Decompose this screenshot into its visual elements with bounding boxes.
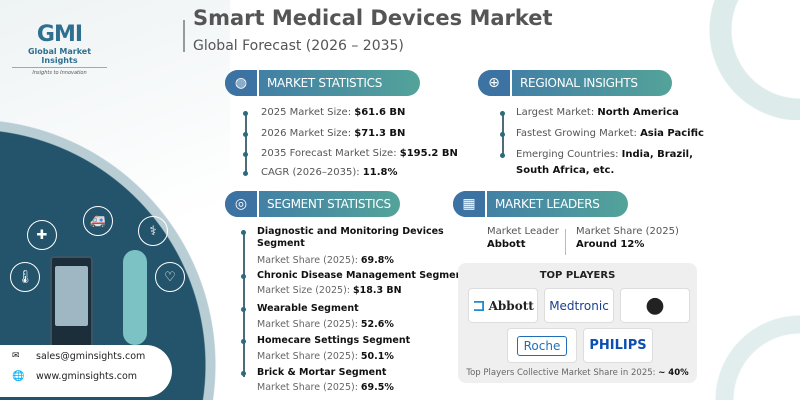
- top-players-box: TOP PLAYERS ⊐ Abbott Medtronic ● Roche PH…: [458, 263, 697, 383]
- stat-item: CAGR (2026–2035): 11.8%: [261, 167, 398, 178]
- contact-panel: ✉ sales@gminsights.com 🌐 www.gminsights.…: [0, 345, 172, 397]
- medtronic-logo: Medtronic: [544, 288, 614, 323]
- bullet-dot: [243, 132, 248, 137]
- target-chart-icon: ◎: [225, 191, 259, 217]
- logo-name: Global Market Insights: [12, 47, 107, 68]
- segment-name-cont: Segment: [257, 238, 305, 249]
- leader-divider: [565, 229, 566, 255]
- region-item: Emerging Countries: India, Brazil,: [516, 149, 693, 160]
- bullet-line: [243, 233, 245, 377]
- ambulance-icon: 🚑: [83, 206, 113, 236]
- title-divider: [183, 20, 185, 52]
- regional-insights-header: ⊕ REGIONAL INSIGHTS: [478, 70, 672, 96]
- roche-logo: Roche: [507, 328, 577, 363]
- leader-label: Market Leader: [487, 226, 559, 237]
- segment-name: Diagnostic and Monitoring Devices: [257, 226, 444, 237]
- bullet-dot: [500, 111, 505, 116]
- bullet-dot: [243, 111, 248, 116]
- globe-icon: 🌐: [12, 371, 25, 382]
- segment-value: Market Share (2025): 69.5%: [257, 382, 394, 393]
- decorative-ring: [690, 0, 800, 120]
- stat-item: 2025 Market Size: $61.6 BN: [261, 107, 406, 118]
- gmi-logo: GMI Global Market Insights Insights to I…: [12, 22, 107, 76]
- heart-rate-icon: ♡: [155, 262, 185, 292]
- segment-name: Wearable Segment: [257, 303, 359, 314]
- segment-name: Homecare Settings Segment: [257, 335, 411, 346]
- page-title: Smart Medical Devices Market: [193, 6, 553, 30]
- bullet-dot: [500, 153, 505, 158]
- share-label: Market Share (2025): [576, 226, 679, 237]
- bullet-dot: [500, 132, 505, 137]
- globe-icon: ⊕: [478, 70, 512, 96]
- bullet-dot: [241, 371, 246, 376]
- page-subtitle: Global Forecast (2026 – 2035): [193, 38, 404, 54]
- segment-value: Market Share (2025): 52.6%: [257, 319, 394, 330]
- thermometer-icon: 🌡: [10, 262, 40, 292]
- market-statistics-header: ◍ MARKET STATISTICS: [225, 70, 420, 96]
- segment-statistics-header: ◎ SEGMENT STATISTICS: [225, 191, 400, 217]
- globe-chart-icon: ◍: [225, 70, 259, 96]
- decorative-ring: [700, 310, 800, 400]
- section-title: MARKET LEADERS: [495, 197, 600, 211]
- segment-name: Brick & Mortar Segment: [257, 367, 387, 378]
- section-title: SEGMENT STATISTICS: [267, 197, 391, 211]
- segment-value: Market Size (2025): $18.3 BN: [257, 285, 402, 296]
- medical-kit-icon: ✚: [27, 220, 57, 250]
- leader-value: Abbott: [487, 239, 526, 250]
- bullet-dot: [243, 152, 248, 157]
- section-title: MARKET STATISTICS: [267, 76, 383, 90]
- segment-value: Market Share (2025): 69.8%: [257, 255, 394, 266]
- top-players-share: Top Players Collective Market Share in 2…: [466, 368, 689, 378]
- logo-tagline: Insights to Innovation: [32, 70, 87, 76]
- stat-item: 2035 Forecast Market Size: $195.2 BN: [261, 148, 458, 159]
- tablet-ultrasound-screen: [50, 256, 93, 350]
- region-item: Fastest Growing Market: Asia Pacific: [516, 128, 704, 139]
- apple-logo: ●: [620, 288, 690, 323]
- bullet-line: [245, 114, 247, 174]
- contact-email[interactable]: sales@gminsights.com: [36, 351, 146, 362]
- section-title: REGIONAL INSIGHTS: [520, 76, 638, 90]
- segment-value: Market Share (2025): 50.1%: [257, 351, 394, 362]
- segment-name: Chronic Disease Management Segment: [257, 270, 467, 281]
- region-item-cont: South Africa, etc.: [516, 165, 615, 176]
- bullet-dot: [241, 274, 246, 279]
- bullet-dot: [241, 307, 246, 312]
- region-item: Largest Market: North America: [516, 107, 679, 118]
- ultrasound-probe: [123, 250, 147, 345]
- bullet-dot: [241, 339, 246, 344]
- top-players-title: TOP PLAYERS: [539, 270, 616, 281]
- logo-mark: GMI: [36, 22, 83, 47]
- contact-website[interactable]: www.gminsights.com: [36, 371, 138, 382]
- mail-icon: ✉: [12, 351, 20, 361]
- stat-item: 2026 Market Size: $71.3 BN: [261, 128, 406, 139]
- share-value: Around 12%: [576, 239, 645, 250]
- stethoscope-icon: ⚕: [138, 216, 168, 246]
- philips-logo: PHILIPS: [583, 328, 653, 363]
- bullet-dot: [241, 230, 246, 235]
- leader-chart-icon: ▦: [453, 191, 487, 217]
- bullet-dot: [243, 171, 248, 176]
- abbott-logo: ⊐ Abbott: [468, 288, 538, 323]
- market-leaders-header: ▦ MARKET LEADERS: [453, 191, 628, 217]
